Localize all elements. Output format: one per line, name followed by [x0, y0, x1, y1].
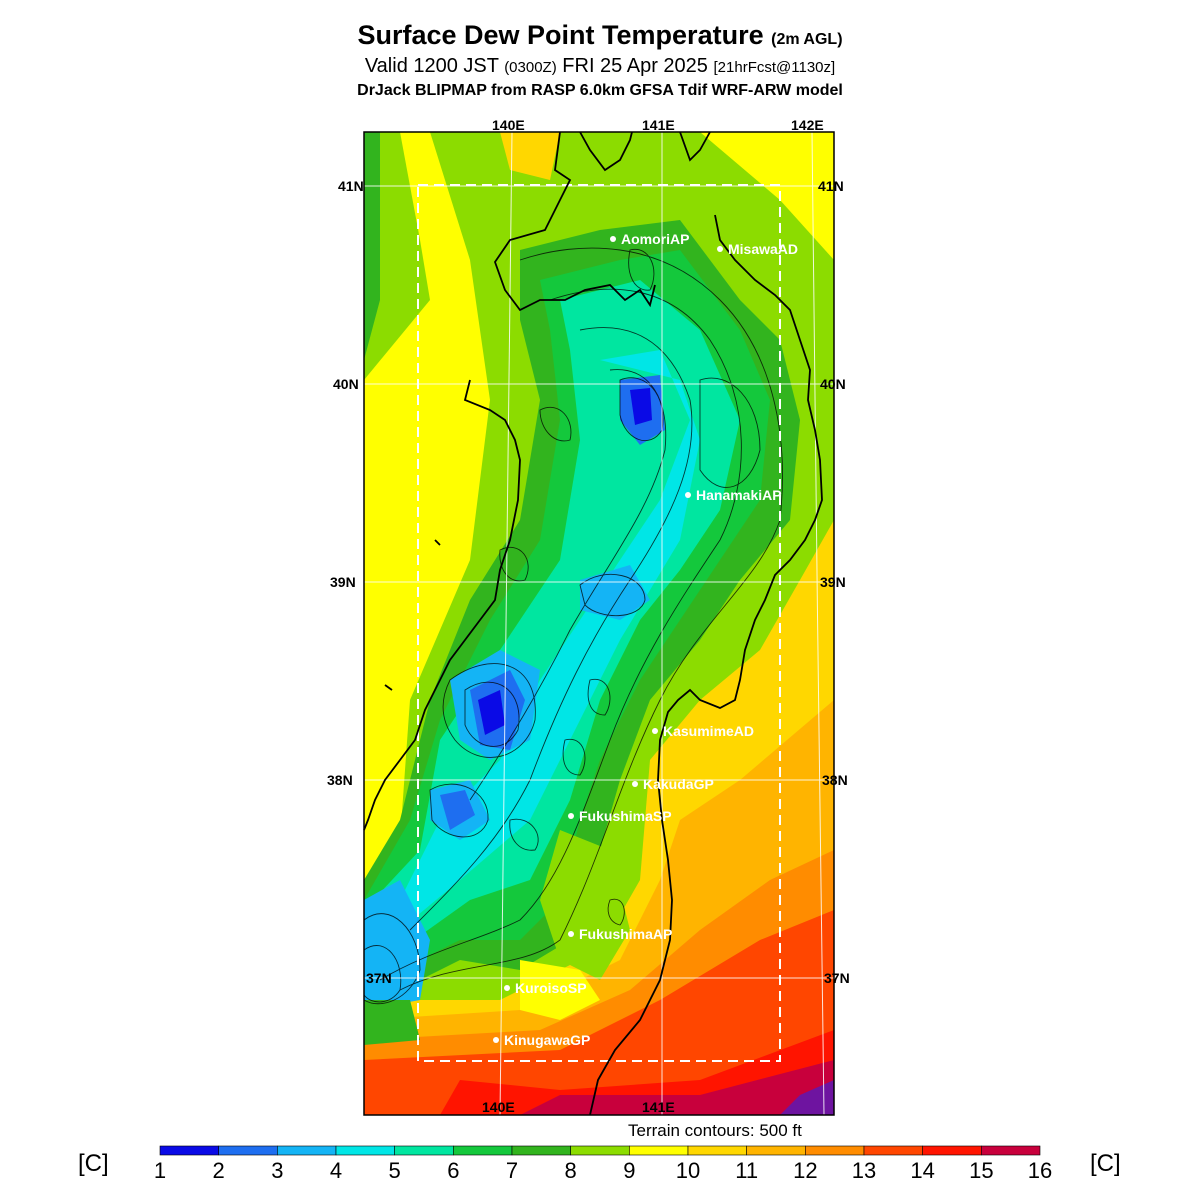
lat-label-37n-right: 37N [824, 970, 850, 986]
unit-label-left: [C] [78, 1150, 109, 1177]
color-bar-segment [805, 1145, 865, 1156]
color-bar-tick-label: 10 [676, 1158, 700, 1183]
color-bar-segment [511, 1145, 571, 1156]
color-bar-segment [335, 1145, 395, 1156]
color-bar-segment [629, 1145, 689, 1156]
color-bar-tick-label: 9 [623, 1158, 635, 1183]
color-bar-segment [159, 1145, 219, 1156]
terrain-note: Terrain contours: 500 ft [628, 1121, 802, 1140]
color-bar: 1 2 3 4 5 6 7 8 9 10 11 12 13 14 15 16 [154, 1145, 1052, 1183]
color-bar-tick-label: 16 [1028, 1158, 1052, 1183]
lat-label-40n-right: 40N [820, 376, 846, 392]
color-bar-segment [981, 1145, 1041, 1156]
color-bar-segment [570, 1145, 630, 1156]
model-info: DrJack BLIPMAP from RASP 6.0km GFSA Tdif… [357, 82, 843, 99]
map-frame [363, 131, 835, 1116]
lat-label-41n-right: 41N [818, 178, 844, 194]
color-bar-segment [687, 1145, 747, 1156]
lat-label-41n-left: 41N [338, 178, 364, 194]
station-label-misawa-ad: MisawaAD [728, 241, 798, 257]
lat-label-39n-right: 39N [820, 574, 846, 590]
lon-label-140e-top: 140E [492, 117, 525, 133]
color-bar-segment [394, 1145, 454, 1156]
station-label-kuroiso-sp: KuroisoSP [515, 980, 587, 996]
dewpoint-field [364, 132, 834, 1115]
lon-label-141e-bottom: 141E [642, 1099, 675, 1115]
lon-label-140e-bottom: 140E [482, 1099, 515, 1115]
color-bar-segment [746, 1145, 806, 1156]
station-label-hanamaki-ap: HanamakiAP [696, 487, 782, 503]
stations: AomoriAP MisawaAD HanamakiAP KasumimeAD … [493, 231, 798, 1048]
color-bar-tick-label: 1 [154, 1158, 166, 1183]
lon-label-142e-top: 142E [791, 117, 824, 133]
lat-label-38n-right: 38N [822, 772, 848, 788]
chart-title: Surface Dew Point Temperature (2m AGL) [357, 20, 843, 50]
station-label-aomori-ap: AomoriAP [621, 231, 689, 247]
color-bar-segment [277, 1145, 337, 1156]
station-label-kakuda-gp: KakudaGP [643, 776, 714, 792]
color-bar-tick-label: 2 [213, 1158, 225, 1183]
color-bar-tick-label: 12 [793, 1158, 817, 1183]
color-bar-segment [863, 1145, 923, 1156]
coastline [363, 131, 823, 1116]
inner-domain-box [417, 184, 781, 1062]
color-bar-tick-label: 14 [910, 1158, 934, 1183]
lat-label-38n-left: 38N [327, 772, 353, 788]
lat-label-37n-left: 37N [366, 970, 392, 986]
color-bar-tick-label: 8 [565, 1158, 577, 1183]
color-bar-segment [218, 1145, 278, 1156]
color-bar-tick-label: 15 [969, 1158, 993, 1183]
color-bar-tick-label: 3 [271, 1158, 283, 1183]
color-bar-tick-label: 11 [735, 1158, 758, 1183]
color-bar-tick-label: 7 [506, 1158, 518, 1183]
color-bar-segment [453, 1145, 513, 1156]
station-label-kinugawa-gp: KinugawaGP [504, 1032, 590, 1048]
station-label-fukushima-sp: FukushimaSP [579, 808, 672, 824]
color-bar-tick-label: 6 [447, 1158, 459, 1183]
lat-label-40n-left: 40N [333, 376, 359, 392]
color-bar-tick-label: 13 [852, 1158, 876, 1183]
lon-label-141e-top: 141E [642, 117, 675, 133]
station-label-fukushima-ap: FukushimaAP [579, 926, 672, 942]
lat-label-39n-left: 39N [330, 574, 356, 590]
valid-time: Valid 1200 JST (0300Z) FRI 25 Apr 2025 [… [364, 55, 836, 77]
unit-label-right: [C] [1090, 1150, 1121, 1177]
color-bar-tick-label: 4 [330, 1158, 342, 1183]
station-label-kasumime-ad: KasumimeAD [663, 723, 754, 739]
color-bar-segment [922, 1145, 982, 1156]
color-bar-tick-label: 5 [389, 1158, 401, 1183]
